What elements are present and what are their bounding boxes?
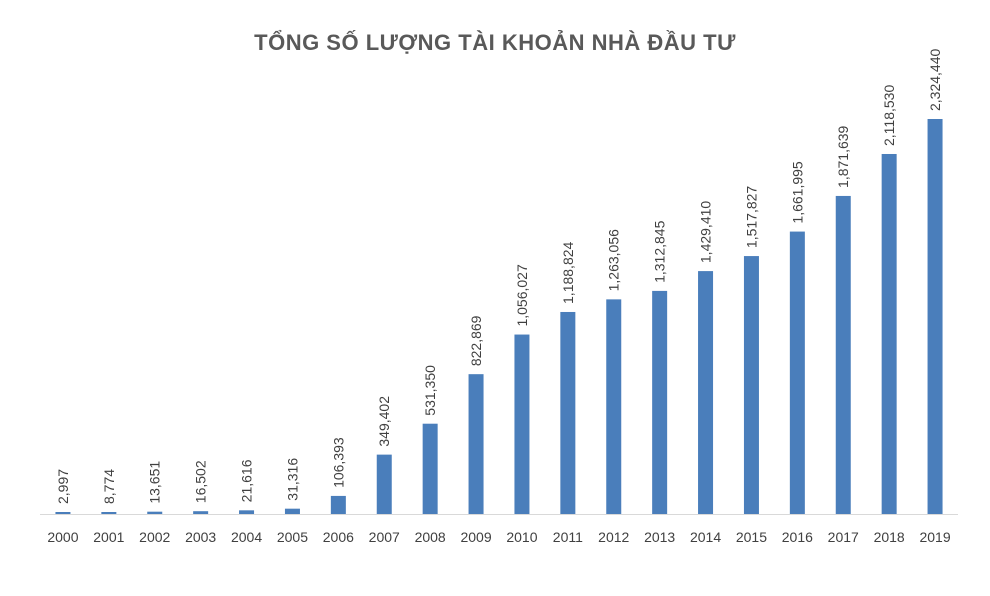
x-tick-label-2009: 2009 bbox=[460, 529, 491, 545]
data-label-2004: 21,616 bbox=[239, 459, 255, 502]
bar-2006 bbox=[330, 495, 346, 514]
x-tick-label-2014: 2014 bbox=[690, 529, 721, 545]
x-tick-label-2001: 2001 bbox=[93, 529, 124, 545]
x-tick-label-2013: 2013 bbox=[644, 529, 675, 545]
bar-2018 bbox=[881, 153, 897, 515]
x-tick-label-2006: 2006 bbox=[323, 529, 354, 545]
bar-2005 bbox=[284, 508, 300, 514]
bar-2010 bbox=[514, 334, 530, 514]
bar-2008 bbox=[422, 423, 438, 514]
bar-2013 bbox=[652, 290, 668, 514]
bar-2003 bbox=[193, 511, 209, 514]
bar-2004 bbox=[239, 510, 255, 514]
data-label-2015: 1,517,827 bbox=[743, 186, 759, 248]
x-tick-label-2004: 2004 bbox=[231, 529, 262, 545]
x-tick-label-2019: 2019 bbox=[919, 529, 950, 545]
data-label-2000: 2,997 bbox=[55, 469, 71, 504]
bar-2009 bbox=[468, 374, 484, 514]
bar-2012 bbox=[606, 299, 622, 514]
data-label-2016: 1,661,995 bbox=[789, 161, 805, 223]
data-label-2005: 31,316 bbox=[284, 458, 300, 501]
data-label-2001: 8,774 bbox=[101, 469, 117, 504]
x-tick-label-2005: 2005 bbox=[277, 529, 308, 545]
x-tick-label-2010: 2010 bbox=[506, 529, 537, 545]
bar-2001 bbox=[101, 512, 117, 514]
x-tick-label-2000: 2000 bbox=[47, 529, 78, 545]
x-tick-label-2018: 2018 bbox=[874, 529, 905, 545]
data-label-2009: 822,869 bbox=[468, 315, 484, 366]
x-tick-label-2003: 2003 bbox=[185, 529, 216, 545]
data-label-2017: 1,871,639 bbox=[835, 125, 851, 187]
x-tick-label-2015: 2015 bbox=[736, 529, 767, 545]
bar-2019 bbox=[927, 119, 943, 514]
bar-2015 bbox=[743, 256, 759, 514]
bar-2017 bbox=[835, 195, 851, 514]
data-label-2018: 2,118,530 bbox=[881, 85, 897, 146]
data-label-2011: 1,188,824 bbox=[560, 241, 576, 303]
bar-2014 bbox=[698, 271, 714, 514]
x-tick-label-2007: 2007 bbox=[369, 529, 400, 545]
data-label-2013: 1,312,845 bbox=[652, 220, 668, 282]
bar-2016 bbox=[789, 231, 805, 514]
x-tick-label-2011: 2011 bbox=[553, 529, 583, 545]
data-label-2008: 531,350 bbox=[422, 365, 438, 416]
data-label-2007: 349,402 bbox=[376, 396, 392, 447]
data-label-2010: 1,056,027 bbox=[514, 264, 530, 326]
x-tick-label-2017: 2017 bbox=[828, 529, 859, 545]
data-label-2014: 1,429,410 bbox=[698, 201, 714, 263]
bar-2011 bbox=[560, 311, 576, 514]
data-label-2012: 1,263,056 bbox=[606, 229, 622, 291]
bar-2000 bbox=[55, 512, 71, 514]
x-tick-label-2002: 2002 bbox=[139, 529, 170, 545]
data-label-2006: 106,393 bbox=[330, 437, 346, 488]
x-tick-label-2016: 2016 bbox=[782, 529, 813, 545]
data-label-2002: 13,651 bbox=[147, 461, 163, 504]
data-label-2003: 16,502 bbox=[193, 460, 209, 503]
bar-2007 bbox=[376, 454, 392, 514]
chart-title: TỔNG SỐ LƯỢNG TÀI KHOẢN NHÀ ĐẦU TƯ bbox=[254, 30, 736, 55]
x-tick-label-2008: 2008 bbox=[415, 529, 446, 545]
x-tick-label-2012: 2012 bbox=[598, 529, 629, 545]
bar-2002 bbox=[147, 511, 163, 514]
data-label-2019: 2,324,440 bbox=[927, 49, 943, 111]
